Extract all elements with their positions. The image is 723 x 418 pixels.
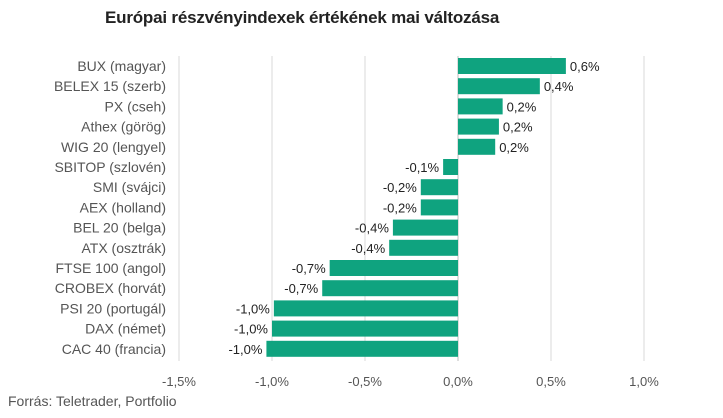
bar	[458, 118, 499, 135]
data-label: 0,4%	[544, 79, 574, 94]
bar	[443, 159, 458, 175]
data-label: -0,2%	[383, 180, 417, 195]
x-tick-label: 0,5%	[536, 374, 566, 389]
data-label: 0,6%	[570, 59, 600, 74]
bar	[389, 239, 458, 256]
bar	[458, 78, 540, 95]
category-label: Athex (görög)	[81, 119, 166, 135]
data-label: 0,2%	[499, 140, 529, 155]
data-label: 0,2%	[507, 99, 537, 114]
data-label: -0,7%	[292, 261, 326, 276]
bar	[458, 98, 503, 115]
x-tick-label: 0,0%	[443, 374, 473, 389]
x-tick-label: 1,0%	[629, 374, 659, 389]
bar	[322, 280, 458, 297]
data-label: -0,4%	[355, 221, 389, 236]
data-label: -0,2%	[383, 200, 417, 215]
category-label: FTSE 100 (angol)	[56, 260, 167, 276]
category-label: AEX (holland)	[80, 199, 166, 215]
category-label: SBITOP (szlovén)	[54, 159, 166, 175]
bar	[458, 138, 496, 155]
category-label: BUX (magyar)	[77, 58, 166, 74]
bars	[266, 58, 566, 357]
category-label: WIG 20 (lengyel)	[61, 139, 166, 155]
category-label: BELEX 15 (szerb)	[54, 78, 166, 94]
data-label: 0,2%	[503, 120, 533, 135]
category-label: DAX (német)	[85, 321, 166, 337]
category-label: PX (cseh)	[105, 98, 166, 114]
x-tick-label: -1,5%	[162, 374, 196, 389]
bar	[420, 199, 458, 216]
bar	[273, 300, 458, 317]
category-label: BEL 20 (belga)	[73, 220, 166, 236]
category-label: CROBEX (horvát)	[55, 280, 166, 296]
bar	[272, 320, 458, 337]
bar	[329, 260, 458, 276]
data-label: -1,0%	[228, 342, 262, 357]
data-label: -0,7%	[284, 281, 318, 296]
data-label: -0,4%	[351, 241, 385, 256]
data-label: -1,0%	[236, 301, 270, 316]
bar	[392, 219, 458, 236]
bar	[420, 179, 458, 196]
bar	[458, 58, 566, 74]
data-label: -1,0%	[234, 322, 268, 337]
data-label: -0,1%	[405, 160, 439, 175]
category-label: SMI (svájci)	[93, 179, 166, 195]
bar	[266, 340, 458, 357]
chart-title: Európai részvényindexek értékének mai vá…	[105, 8, 500, 27]
category-label: PSI 20 (portugál)	[60, 300, 166, 316]
x-tick-label: -0,5%	[348, 374, 382, 389]
x-tick-label: -1,0%	[255, 374, 289, 389]
source-note: Forrás: Teletrader, Portfolio	[8, 393, 177, 409]
category-label: ATX (osztrák)	[81, 240, 166, 256]
labels: -1,5% -1,0% -0,5% 0,0% 0,5% 1,0% BUX (magyar) 0…	[54, 58, 659, 389]
category-label: CAC 40 (francia)	[62, 341, 166, 357]
